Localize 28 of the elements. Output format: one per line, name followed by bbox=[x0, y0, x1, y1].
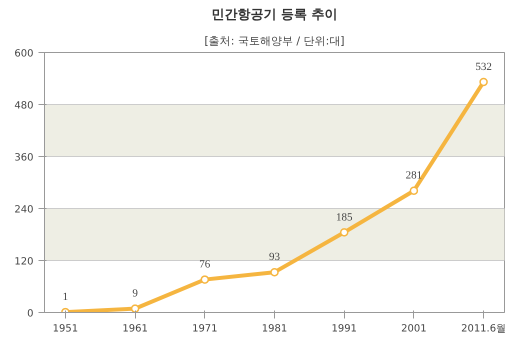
y-tick-label: 240 bbox=[14, 204, 34, 216]
y-tick-label: 360 bbox=[14, 152, 34, 164]
data-label: 9 bbox=[132, 288, 138, 300]
x-tick-label: 1981 bbox=[262, 324, 288, 334]
y-tick-label: 480 bbox=[14, 100, 34, 112]
point bbox=[200, 275, 210, 284]
point bbox=[410, 186, 418, 195]
data-label: 532 bbox=[475, 60, 492, 73]
x-tick-label: 1971 bbox=[192, 324, 218, 334]
chart-subtitle: [출처: 국토해양부 / 단위:대] bbox=[204, 34, 345, 48]
point bbox=[130, 304, 140, 312]
x-tick-label: 2001 bbox=[401, 324, 427, 334]
data-label: 76 bbox=[199, 258, 211, 271]
x-tick-label: 2011.6월 bbox=[461, 324, 506, 334]
chart-title: 민간항공기 등록 추이 bbox=[211, 8, 338, 22]
data-label: 93 bbox=[269, 251, 280, 264]
data-label: 1 bbox=[62, 291, 68, 304]
x-tick-label: 1961 bbox=[122, 324, 148, 334]
y-tick-label: 600 bbox=[14, 48, 34, 60]
data-label: 185 bbox=[336, 211, 353, 224]
x-tick-label: 1951 bbox=[52, 324, 78, 334]
x-tick-label: 1991 bbox=[331, 324, 357, 334]
y-tick-label: 0 bbox=[27, 308, 34, 320]
point bbox=[479, 78, 488, 86]
y-tick-label: 120 bbox=[14, 256, 34, 268]
data-label: 281 bbox=[406, 170, 422, 182]
point bbox=[340, 228, 348, 237]
point bbox=[270, 268, 279, 276]
